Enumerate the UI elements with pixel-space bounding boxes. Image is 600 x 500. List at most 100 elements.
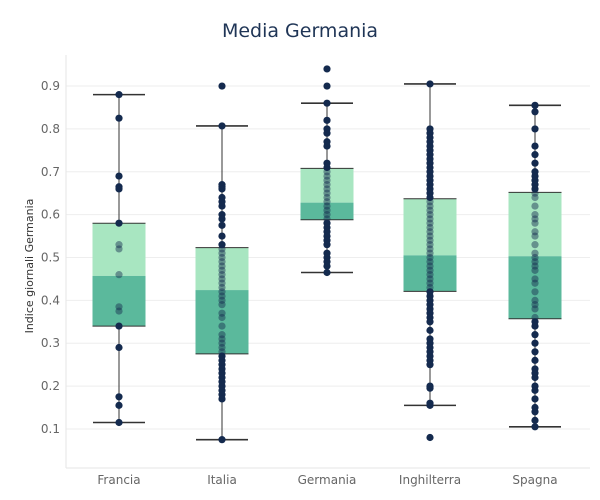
data-point (426, 211, 434, 219)
data-point (115, 219, 123, 227)
data-point (426, 206, 434, 214)
x-category-label: Germania (298, 473, 357, 487)
data-point (426, 215, 434, 223)
y-tick-label: 0.6 (41, 208, 60, 222)
data-point (218, 262, 226, 270)
data-point (531, 241, 539, 249)
data-point (218, 313, 226, 322)
data-point (115, 393, 123, 401)
data-point (531, 159, 539, 167)
data-point (531, 266, 539, 274)
y-tick-label: 0.8 (41, 122, 60, 136)
data-point (323, 198, 331, 206)
data-point (426, 80, 434, 88)
y-tick-label: 0.9 (41, 79, 60, 93)
data-point (531, 275, 539, 283)
y-tick-label: 0.3 (41, 336, 60, 350)
data-point (323, 142, 331, 150)
data-point (323, 193, 331, 202)
data-point (115, 91, 123, 99)
data-point (426, 384, 434, 392)
data-point (115, 322, 123, 330)
data-point (531, 395, 539, 403)
data-point (426, 232, 434, 240)
data-point (426, 271, 434, 279)
data-point (323, 168, 331, 176)
data-point (426, 361, 434, 369)
data-point (426, 245, 434, 253)
data-point (426, 401, 434, 409)
data-point (531, 262, 539, 270)
box-upper-half (508, 192, 562, 257)
data-point (218, 301, 226, 309)
data-point (218, 241, 226, 249)
data-point (531, 215, 539, 223)
data-point (531, 142, 539, 150)
data-point (531, 193, 539, 202)
data-point (531, 101, 539, 109)
data-point (426, 228, 434, 236)
data-point (531, 296, 539, 304)
data-point (531, 228, 539, 236)
data-point (218, 275, 226, 283)
data-point (531, 408, 539, 416)
data-point (115, 245, 123, 253)
data-point (218, 202, 226, 210)
data-point (115, 172, 123, 180)
data-point (531, 253, 539, 262)
data-point (426, 253, 434, 262)
data-point (323, 116, 331, 124)
data-point (218, 309, 226, 317)
data-point (218, 292, 226, 300)
data-point (531, 189, 539, 197)
data-point (323, 189, 331, 197)
data-point (218, 271, 226, 279)
data-point (426, 249, 434, 257)
data-point (218, 288, 226, 296)
box-lower-half (195, 290, 249, 354)
data-point (218, 185, 226, 193)
data-point (115, 418, 123, 427)
data-point (531, 125, 539, 133)
data-point (323, 241, 331, 249)
data-point (218, 436, 226, 444)
data-point (426, 279, 434, 287)
x-category-label: Francia (97, 473, 140, 487)
data-point (115, 343, 123, 352)
data-point (323, 181, 331, 189)
data-point (426, 198, 434, 206)
data-point (218, 296, 226, 304)
data-point (531, 348, 539, 356)
data-point (531, 249, 539, 257)
data-point (426, 318, 434, 326)
data-point (323, 99, 331, 107)
data-point (218, 279, 226, 287)
data-point (115, 241, 123, 249)
data-point (115, 185, 123, 193)
data-point (323, 65, 331, 73)
x-category-label: Inghilterra (399, 473, 461, 487)
data-point (323, 163, 331, 172)
data-point (323, 211, 331, 219)
data-point (218, 339, 226, 347)
y-tick-label: 0.5 (41, 251, 60, 265)
box-upper-half (92, 223, 146, 276)
x-category-label: Italia (207, 473, 237, 487)
data-point (426, 326, 434, 334)
y-tick-label: 0.1 (41, 422, 60, 436)
data-point (323, 82, 331, 90)
data-point (531, 211, 539, 219)
data-point (531, 185, 539, 193)
box-upper-half (403, 198, 457, 256)
data-point (218, 322, 226, 330)
data-point (115, 307, 123, 315)
box-upper-half (195, 247, 249, 291)
data-point (115, 114, 123, 122)
data-point (531, 386, 539, 394)
data-point (531, 151, 539, 159)
y-axis-title: Indice giornali Germania (23, 199, 36, 334)
data-point (323, 262, 331, 270)
data-point (323, 185, 331, 193)
data-point (531, 305, 539, 313)
box-lower-half (508, 256, 562, 319)
